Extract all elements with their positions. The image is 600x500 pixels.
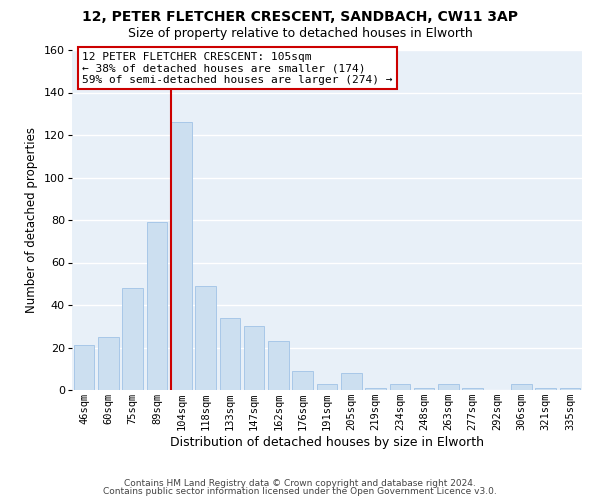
Text: Size of property relative to detached houses in Elworth: Size of property relative to detached ho… — [128, 28, 472, 40]
Bar — [438, 384, 459, 390]
Bar — [74, 346, 94, 390]
Bar — [511, 384, 532, 390]
Bar — [268, 341, 289, 390]
Bar — [122, 288, 143, 390]
Bar — [463, 388, 483, 390]
Bar — [220, 318, 240, 390]
Bar — [414, 388, 434, 390]
Bar — [365, 388, 386, 390]
Bar — [171, 122, 191, 390]
Bar — [389, 384, 410, 390]
Bar — [98, 337, 119, 390]
Bar — [146, 222, 167, 390]
Text: 12 PETER FLETCHER CRESCENT: 105sqm
← 38% of detached houses are smaller (174)
59: 12 PETER FLETCHER CRESCENT: 105sqm ← 38%… — [82, 52, 392, 85]
Text: Contains public sector information licensed under the Open Government Licence v3: Contains public sector information licen… — [103, 487, 497, 496]
Text: Contains HM Land Registry data © Crown copyright and database right 2024.: Contains HM Land Registry data © Crown c… — [124, 478, 476, 488]
Bar — [317, 384, 337, 390]
Y-axis label: Number of detached properties: Number of detached properties — [25, 127, 38, 313]
Text: 12, PETER FLETCHER CRESCENT, SANDBACH, CW11 3AP: 12, PETER FLETCHER CRESCENT, SANDBACH, C… — [82, 10, 518, 24]
Bar — [244, 326, 265, 390]
Bar — [560, 388, 580, 390]
Bar — [535, 388, 556, 390]
Bar — [195, 286, 216, 390]
Bar — [292, 371, 313, 390]
X-axis label: Distribution of detached houses by size in Elworth: Distribution of detached houses by size … — [170, 436, 484, 449]
Bar — [341, 373, 362, 390]
